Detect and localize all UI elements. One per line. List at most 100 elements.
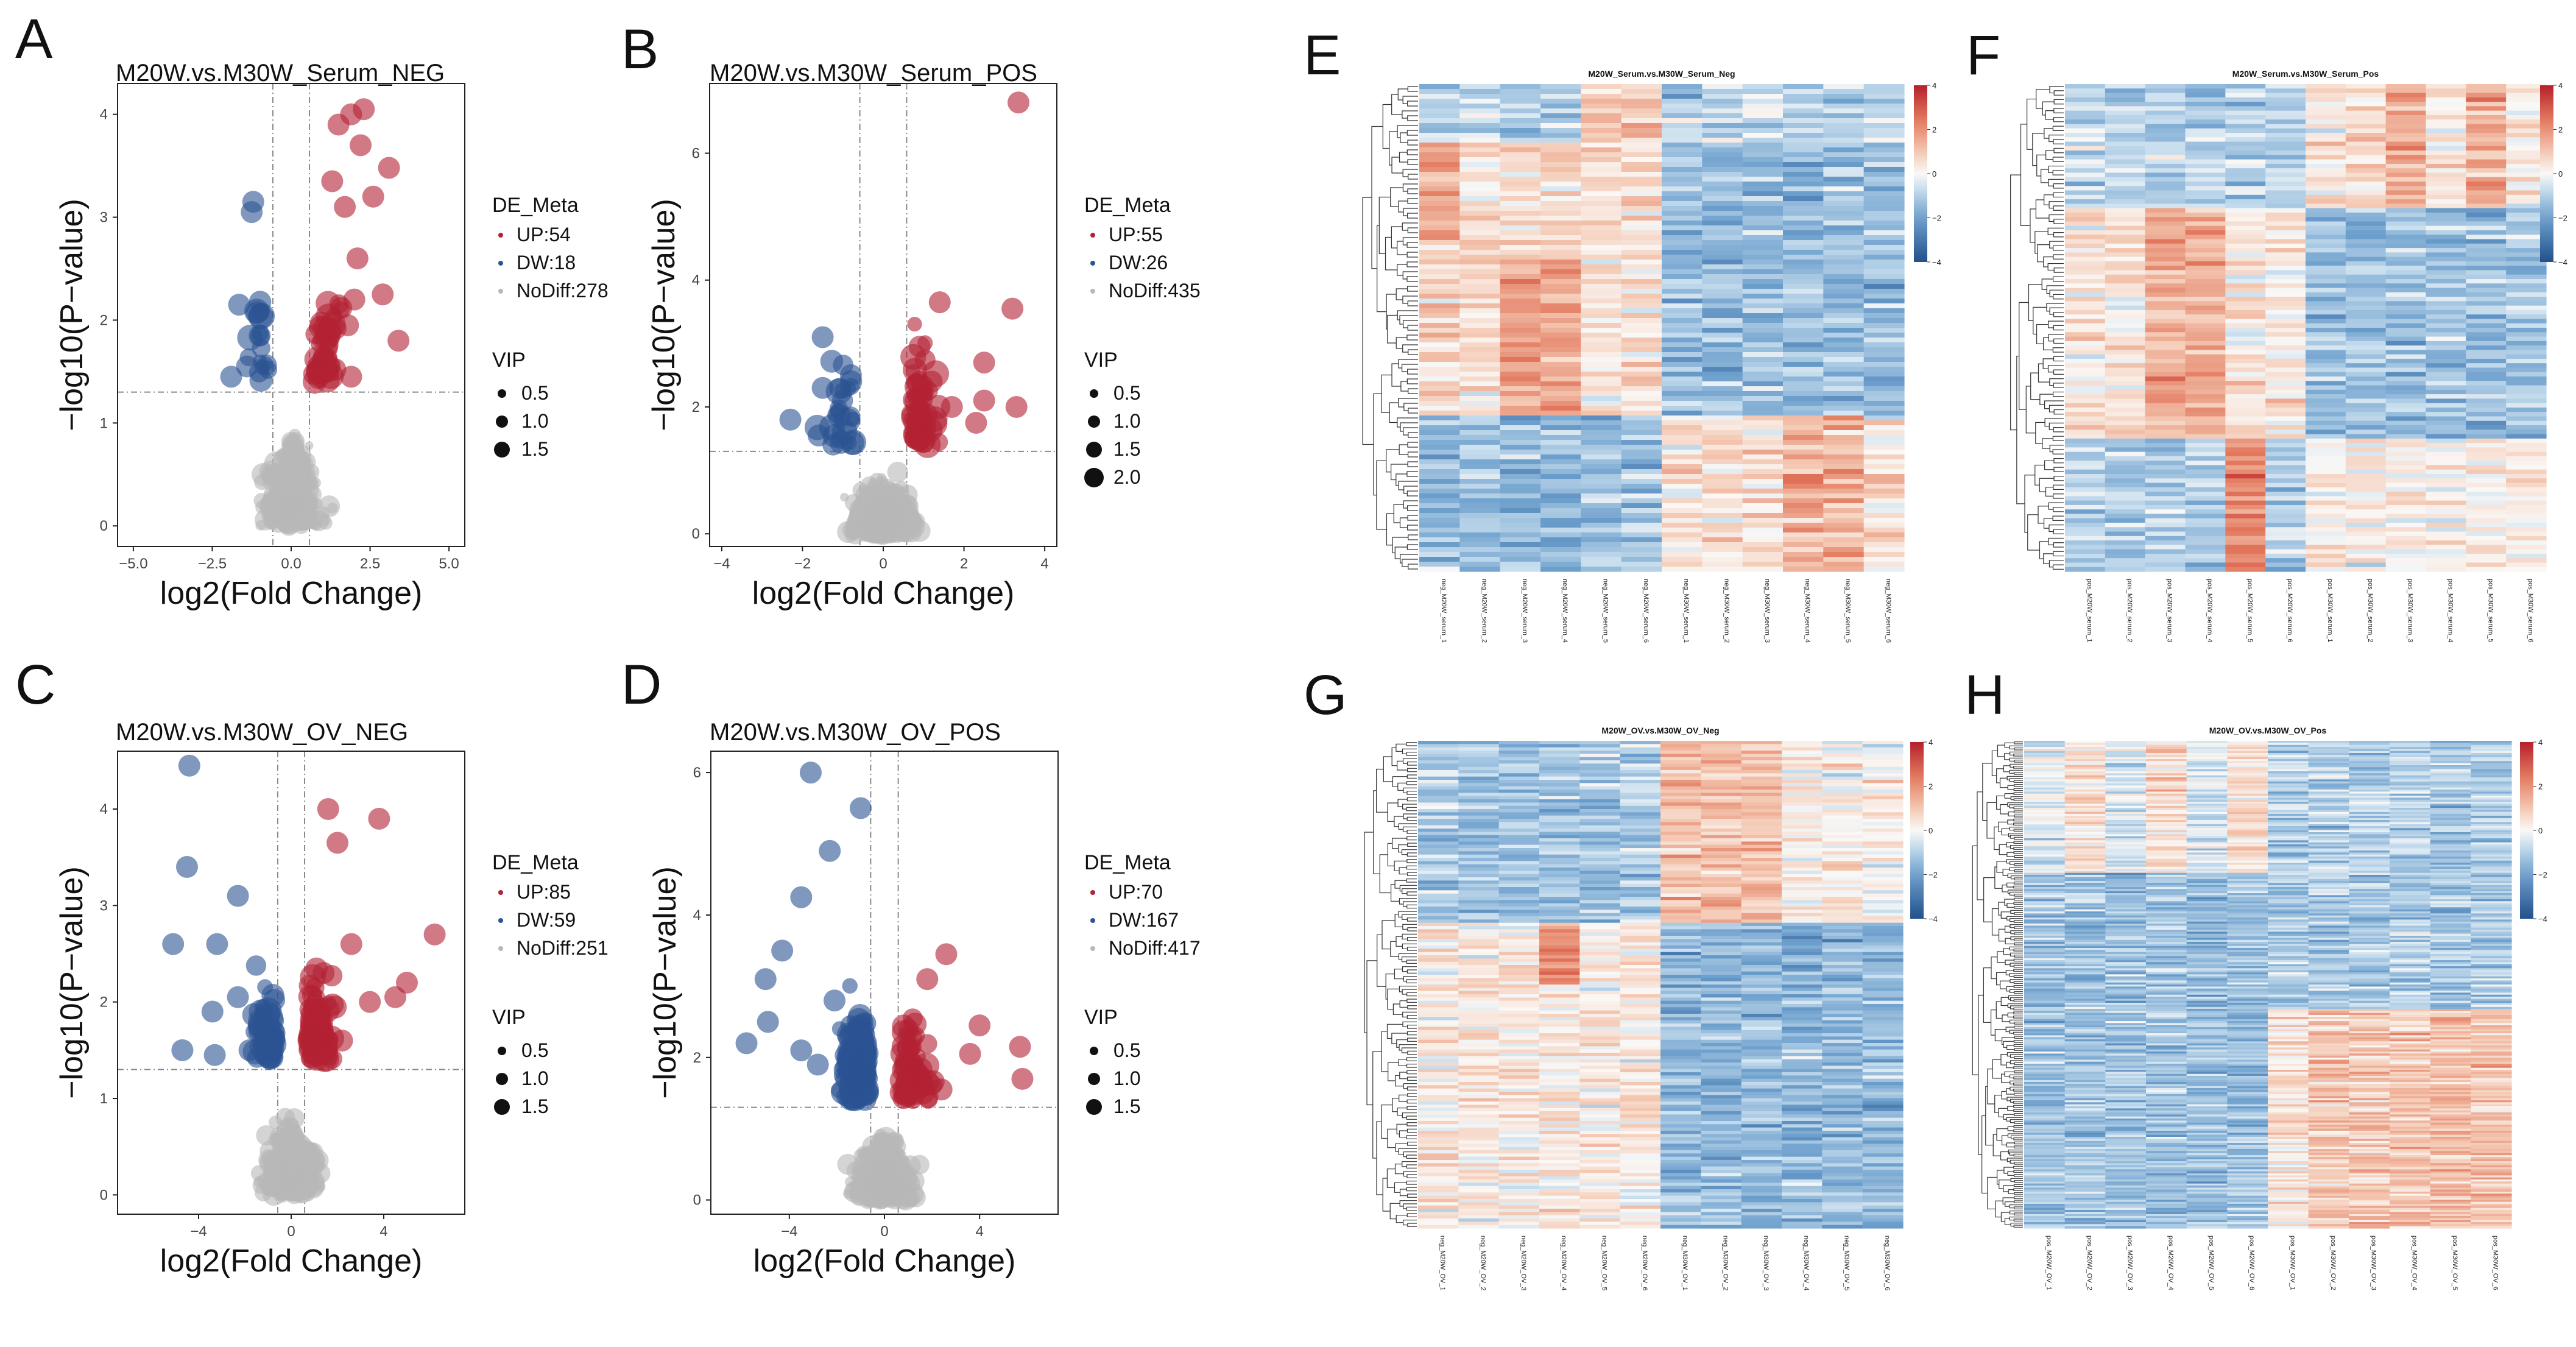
dendrogram-branch — [2047, 263, 2064, 271]
heatmap-cell — [2065, 137, 2106, 143]
dendrogram-branch — [2052, 347, 2064, 353]
heatmap-cell — [2105, 194, 2146, 200]
heatmap-cell — [1621, 547, 1662, 553]
point-up — [908, 336, 931, 358]
heatmap-cell — [1783, 567, 1824, 572]
heatmap-cell — [1823, 503, 1865, 509]
x-tick-label: 4 — [1040, 556, 1048, 572]
point-dw — [799, 762, 822, 784]
chart-title: M20W.vs.M30W_OV_NEG — [116, 719, 408, 746]
heatmap-cell — [2466, 447, 2507, 453]
dendrogram-branch — [2048, 560, 2064, 568]
heatmap-cell — [2426, 438, 2466, 444]
heatmap-cell — [1863, 299, 1905, 304]
heatmap-cell — [2466, 279, 2507, 284]
dendrogram-branch — [1386, 449, 1400, 473]
dendrogram-branch — [1403, 427, 1418, 436]
heatmap-cell — [1863, 532, 1905, 538]
heatmap-cell — [2265, 314, 2306, 320]
dendrogram-branch — [2048, 537, 2064, 545]
heatmap-cell — [1823, 362, 1865, 367]
heatmap-cell — [2265, 483, 2306, 488]
heatmap-cell — [2385, 115, 2427, 120]
heatmap-cell — [2145, 177, 2186, 182]
heatmap-cell — [2265, 367, 2306, 373]
heatmap-cell — [1621, 401, 1662, 406]
dendrogram-branch — [1402, 169, 1418, 177]
heatmap-cell — [2105, 172, 2146, 178]
heatmap-cell — [1783, 415, 1824, 421]
heatmap-cell — [2426, 372, 2466, 377]
heatmap-cell — [2306, 381, 2346, 386]
heatmap-cell — [2145, 283, 2186, 289]
heatmap-cell — [2105, 567, 2146, 572]
heatmap-cell — [1540, 372, 1581, 377]
heatmap-cell — [2265, 416, 2306, 422]
point-dw — [820, 350, 844, 373]
heatmap-cell — [2385, 527, 2427, 532]
heatmap-cell — [2345, 430, 2387, 435]
heatmap-cell — [2105, 230, 2146, 235]
heatmap-cell — [2466, 119, 2507, 125]
dendrogram-branch — [2045, 487, 2053, 497]
heatmap-cell — [1621, 177, 1662, 182]
heatmap-cell — [2385, 182, 2427, 186]
point-nodiff — [909, 520, 931, 542]
heatmap-cell — [2105, 150, 2146, 155]
dendrogram-branch — [1408, 564, 1418, 570]
heatmap-cell — [2145, 487, 2186, 492]
heatmap-cell — [1863, 240, 1905, 246]
heatmap-cell — [2265, 478, 2306, 484]
heatmap-cell — [1863, 260, 1905, 265]
heatmap-cell — [1823, 328, 1865, 333]
heatmap-cell — [2385, 350, 2427, 355]
heatmap-cell — [1500, 401, 1541, 406]
heatmap-cell — [1823, 260, 1865, 265]
heatmap-cell — [1581, 367, 1622, 372]
heatmap-cell — [1863, 99, 1905, 104]
heatmap-cell — [1500, 420, 1541, 426]
heatmap-cell — [1702, 211, 1743, 216]
heatmap-cell — [1621, 503, 1662, 509]
heatmap-cell — [1783, 303, 1824, 309]
heatmap-cell — [1662, 381, 1703, 387]
heatmap-cell — [1419, 157, 1460, 163]
heatmap-cell — [2145, 558, 2186, 564]
heatmap-cell — [2506, 332, 2547, 338]
dendrogram-branch — [1406, 252, 1418, 258]
heatmap-cell — [1863, 528, 1905, 533]
heatmap-cell — [2265, 456, 2306, 461]
heatmap-cell — [2385, 266, 2427, 271]
heatmap-cell — [2185, 168, 2226, 174]
heatmap-cell — [1540, 362, 1581, 367]
point-dw — [201, 1000, 224, 1023]
heatmap-cell — [1742, 274, 1784, 280]
heatmap-cell — [1500, 503, 1541, 509]
heatmap-cell — [2225, 137, 2266, 143]
heatmap-cell — [1702, 143, 1743, 148]
heatmap-cell — [1783, 347, 1824, 353]
heatmap-cell — [1662, 342, 1703, 348]
heatmap-cell — [1500, 347, 1541, 353]
heatmap-cell — [2385, 239, 2427, 244]
heatmap-cell — [1500, 84, 1541, 90]
heatmap-cell — [2105, 407, 2146, 412]
heatmap-cell — [1702, 523, 1743, 528]
heatmap-cell — [1459, 104, 1501, 109]
heatmap-cell — [1621, 269, 1662, 275]
point-up — [308, 1044, 330, 1066]
heatmap-cell — [2506, 420, 2547, 426]
heatmap-cell — [2385, 163, 2427, 169]
heatmap-cell — [1702, 362, 1743, 367]
heatmap-cell — [1419, 430, 1460, 436]
heatmap-cell — [1459, 221, 1501, 226]
heatmap-cell — [1459, 313, 1501, 319]
heatmap-cell — [2466, 377, 2507, 381]
heatmap-cell — [2345, 274, 2387, 280]
heatmap-cell — [1783, 552, 1824, 557]
point-up — [920, 370, 943, 393]
legend-label-up: UP:70 — [1109, 881, 1163, 903]
heatmap-cell — [2145, 186, 2186, 191]
dendrogram-branch — [2048, 405, 2064, 412]
